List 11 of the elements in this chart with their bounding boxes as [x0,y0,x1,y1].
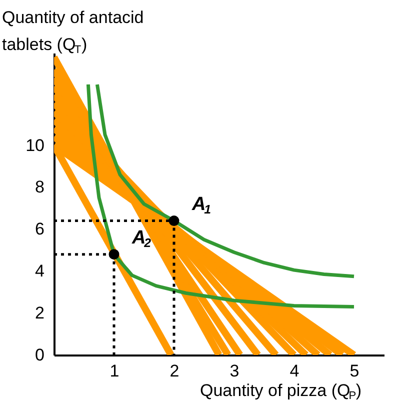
y-tick-label: 2 [35,304,44,323]
y-tick-label: 0 [35,346,44,364]
x-tick-label: 3 [230,362,240,380]
x-tick-label: 1 [110,362,120,380]
x-tick-label: 5 [350,362,360,380]
y-tick-label: 4 [35,262,44,281]
x-tick-label: 4 [290,362,300,380]
y-tick-label: 10 [26,136,44,155]
y-tick-label: 8 [35,178,44,197]
y-tick-label: 6 [35,220,44,239]
x-tick-label: 2 [170,362,180,380]
